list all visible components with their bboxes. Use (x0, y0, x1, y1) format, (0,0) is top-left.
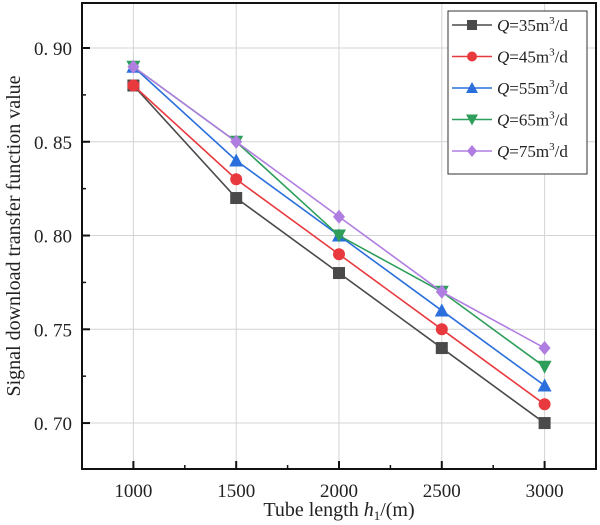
data-point (538, 417, 551, 430)
legend-label: Q=65m3/d (497, 110, 568, 130)
data-point (333, 209, 345, 224)
data-point (229, 153, 244, 167)
y-tick-label: 0. 70 (34, 414, 72, 435)
x-tick-label: 3000 (526, 481, 564, 502)
data-point (333, 248, 345, 261)
data-point (466, 114, 478, 126)
data-point (435, 284, 448, 299)
y-tick-label: 0. 90 (34, 39, 72, 60)
data-point (466, 82, 478, 93)
data-point (467, 20, 477, 30)
x-tick-label: 2500 (423, 481, 461, 502)
data-point (230, 173, 243, 186)
legend-label: Q=75m3/d (497, 141, 568, 161)
data-point (127, 79, 140, 92)
legend-item: Q=65m3/d (452, 110, 568, 130)
data-point (538, 398, 551, 411)
data-point (127, 59, 140, 74)
data-point (467, 51, 477, 62)
y-tick-label: 0. 80 (34, 227, 72, 248)
data-point (467, 145, 477, 157)
legend-label: Q=45m3/d (497, 47, 568, 67)
data-point (332, 229, 346, 243)
series-1 (127, 79, 551, 411)
data-point (537, 360, 552, 374)
data-point (230, 134, 243, 149)
data-point (538, 341, 551, 356)
x-tick-label: 1500 (217, 481, 255, 502)
data-point (435, 323, 448, 336)
legend-item: Q=75m3/d (452, 141, 568, 161)
y-tick-label: 0. 85 (34, 133, 72, 154)
data-point (434, 303, 449, 317)
data-point (537, 378, 552, 392)
series-4 (127, 59, 551, 356)
y-tick-label: 0. 75 (34, 320, 72, 341)
legend-item: Q=45m3/d (452, 47, 568, 67)
x-axis-label: Tube length h1/(m) (263, 499, 414, 523)
x-tick-label: 2000 (320, 481, 358, 502)
data-point (435, 342, 448, 355)
x-tick-label: 1000 (114, 481, 152, 502)
data-point (333, 267, 345, 280)
legend: Q=35m3/d Q=45m3/d Q=55m3/d Q=65m3/d Q=75m3/d (447, 10, 588, 175)
legend-item: Q=55m3/d (452, 78, 568, 98)
legend-item: Q=35m3/d (452, 15, 568, 35)
y-axis-label: Signal download transfer function value (3, 75, 25, 396)
data-point (230, 192, 243, 205)
legend-label: Q=35m3/d (497, 15, 568, 35)
legend-label: Q=55m3/d (497, 78, 568, 98)
